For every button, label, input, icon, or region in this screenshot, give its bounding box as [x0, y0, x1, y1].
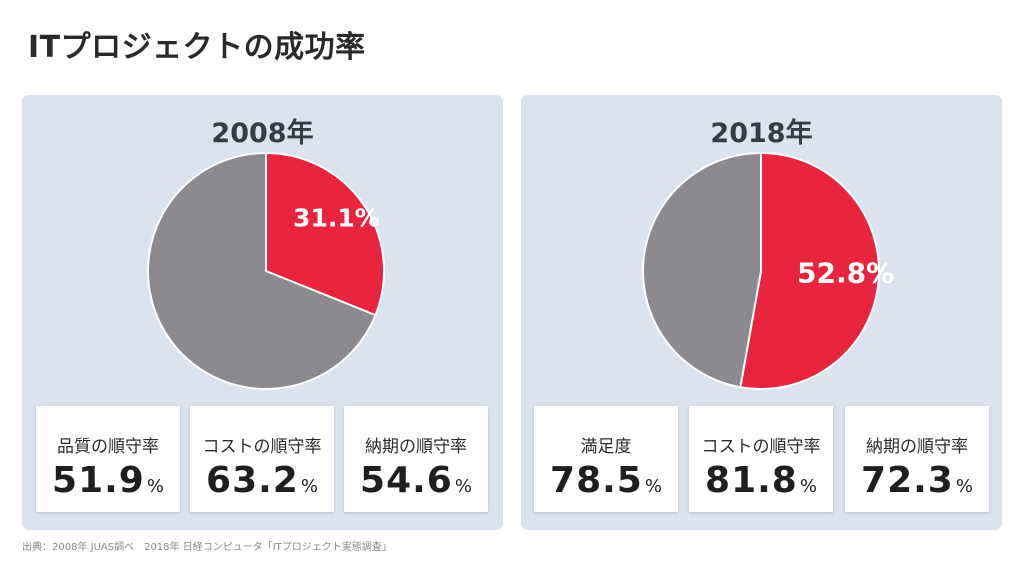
stat-value: 54.6%	[344, 460, 488, 501]
stat-unit: %	[799, 476, 817, 497]
stat-number: 51.9	[52, 460, 145, 501]
pie-chart-2018: 52.8%	[642, 151, 894, 390]
pie-slice-highlight	[739, 151, 880, 390]
stat-card: コストの順守率 81.8%	[689, 406, 833, 512]
pie-slice-rest	[642, 151, 762, 389]
chart-panel-2018: 2018年 52.8% 満足度 78.5% コストの順守率 81.8% 納期の順…	[521, 95, 1002, 530]
chart-title-2008: 2008年	[211, 118, 314, 149]
pie-slice-rest	[147, 151, 377, 390]
stat-value: 78.5%	[534, 460, 678, 501]
stat-label: 品質の順守率	[57, 437, 159, 457]
stat-label: コストの順守率	[202, 437, 322, 457]
stat-value: 51.9%	[36, 460, 180, 501]
stat-unit: %	[454, 476, 472, 497]
stat-card: コストの順守率 63.2%	[190, 406, 334, 512]
pie-slice-label: 31.1%	[293, 203, 380, 232]
stat-value: 63.2%	[190, 460, 334, 501]
stat-unit: %	[300, 476, 318, 497]
source-note: 出典：2008年 JUAS調べ 2018年 日経コンピュータ「ITプロジェクト実…	[22, 542, 392, 553]
stat-unit: %	[644, 476, 662, 497]
stat-label: 納期の順守率	[866, 437, 968, 457]
pie-slice-highlight	[265, 151, 385, 317]
stat-card: 納期の順守率 54.6%	[344, 406, 488, 512]
stat-label: 納期の順守率	[365, 437, 467, 457]
stat-number: 81.8	[705, 460, 798, 501]
stat-number: 72.3	[861, 460, 954, 501]
stat-unit: %	[955, 476, 973, 497]
chart-panel-2008: 2008年 31.1% 品質の順守率 51.9% コストの順守率 63.2% 納…	[22, 95, 503, 530]
stat-card: 満足度 78.5%	[534, 406, 678, 512]
stat-label: コストの順守率	[701, 437, 821, 457]
stat-unit: %	[146, 476, 164, 497]
stat-number: 78.5	[550, 460, 643, 501]
stat-number: 54.6	[360, 460, 453, 501]
stat-number: 63.2	[206, 460, 299, 501]
stat-card: 納期の順守率 72.3%	[845, 406, 989, 512]
stat-label: 満足度	[580, 437, 632, 457]
chart-title-2018: 2018年	[710, 118, 813, 149]
pie-chart-2008: 31.1%	[147, 151, 385, 390]
pie-slice-label: 52.8%	[797, 256, 894, 289]
stat-value: 81.8%	[689, 460, 833, 501]
stat-card: 品質の順守率 51.9%	[36, 406, 180, 512]
page-title: ITプロジェクトの成功率	[28, 30, 366, 65]
stat-value: 72.3%	[845, 460, 989, 501]
